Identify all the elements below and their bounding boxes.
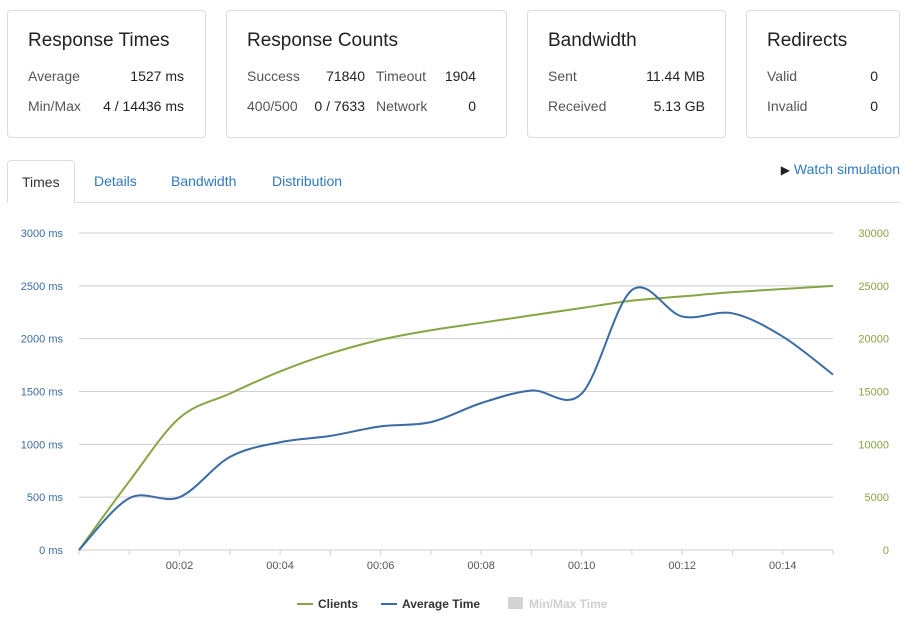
redirects-card: Redirects Valid 0 Invalid 0 — [746, 10, 900, 138]
left-tick-label: 1000 ms — [21, 439, 64, 451]
timeout-value: 1904 — [444, 68, 476, 84]
watch-simulation-link[interactable]: ▶ Watch simulation — [781, 161, 900, 177]
card-title: Response Times — [28, 30, 170, 51]
errors-label: 400/500 — [247, 98, 298, 114]
x-tick-label: 00:12 — [668, 560, 696, 572]
left-tick-label: 0 ms — [39, 545, 63, 557]
minmax-value: 4 / 14436 ms — [103, 98, 184, 114]
errors-value: 0 / 7633 — [314, 98, 365, 114]
tab-bandwidth[interactable]: Bandwidth — [171, 173, 237, 189]
received-value: 5.13 GB — [653, 98, 705, 114]
response-counts-card: Response Counts Success 71840 Timeout 19… — [226, 10, 507, 138]
card-title: Response Counts — [247, 30, 399, 51]
legend-label: Clients — [318, 597, 358, 611]
x-tick-label: 00:08 — [467, 560, 495, 572]
success-value: 71840 — [326, 68, 365, 84]
valid-value: 0 — [870, 68, 878, 84]
left-axis-ticks: 0 ms 500 ms 1000 ms 1500 ms 2000 ms 2500 ms 30… — [21, 228, 64, 557]
sent-label: Sent — [548, 68, 577, 84]
right-tick-label: 10000 — [858, 439, 889, 451]
x-tick-label: 00:04 — [266, 560, 294, 572]
response-times-card: Response Times Average 1527 ms Min/Max 4… — [7, 10, 206, 138]
left-tick-label: 3000 ms — [21, 228, 64, 240]
right-tick-label: 25000 — [858, 281, 889, 293]
card-title: Redirects — [767, 30, 848, 51]
chart-legend: Clients Average Time Min/Max Time — [297, 597, 608, 611]
x-tick-label: 00:06 — [367, 560, 395, 572]
x-tick-label: 00:10 — [568, 560, 596, 572]
watch-simulation-label: Watch simulation — [793, 161, 900, 177]
legend-item-clients[interactable]: Clients — [297, 597, 358, 611]
card-title: Bandwidth — [548, 30, 637, 51]
average-value: 1527 ms — [130, 68, 184, 84]
left-tick-label: 1500 ms — [21, 387, 64, 399]
right-tick-label: 5000 — [865, 492, 889, 504]
legend-item-min-max-time[interactable]: Min/Max Time — [508, 597, 608, 611]
bandwidth-card: Bandwidth Sent 11.44 MB Received 5.13 GB — [527, 10, 726, 138]
network-value: 0 — [468, 98, 476, 114]
series-lines — [78, 284, 834, 551]
right-tick-label: 20000 — [858, 334, 889, 346]
play-icon: ▶ — [780, 163, 790, 177]
left-tick-label: 2000 ms — [21, 334, 64, 346]
tab-times[interactable]: Times — [7, 160, 75, 203]
legend-label: Min/Max Time — [529, 597, 608, 611]
invalid-label: Invalid — [767, 98, 808, 114]
average-label: Average — [28, 68, 80, 84]
timeout-label: Timeout — [376, 68, 427, 84]
average-time-line — [78, 286, 834, 551]
valid-label: Valid — [767, 68, 798, 84]
tab-details[interactable]: Details — [94, 173, 137, 189]
invalid-value: 0 — [870, 98, 878, 114]
received-label: Received — [548, 98, 607, 114]
right-tick-label: 30000 — [858, 228, 889, 240]
sent-value: 11.44 MB — [646, 68, 705, 84]
clients-line — [78, 284, 834, 551]
legend-label: Average Time — [402, 597, 480, 611]
right-tick-label: 0 — [883, 545, 889, 557]
tab-distribution[interactable]: Distribution — [272, 173, 343, 189]
legend-swatch — [508, 597, 523, 609]
left-tick-label: 2500 ms — [21, 281, 64, 293]
success-label: Success — [247, 68, 300, 84]
minmax-label: Min/Max — [28, 98, 81, 114]
legend-item-average-time[interactable]: Average Time — [381, 597, 480, 611]
x-tick-label: 00:14 — [769, 560, 797, 572]
right-axis-ticks: 0 5000 10000 15000 20000 25000 30000 — [858, 228, 889, 557]
network-label: Network — [376, 98, 428, 114]
left-tick-label: 500 ms — [27, 492, 64, 504]
chart-grid — [79, 232, 833, 498]
x-tick-label: 00:02 — [166, 560, 194, 572]
right-tick-label: 15000 — [858, 387, 889, 399]
chart-tabs: Times Details Bandwidth Distribution — [7, 160, 900, 203]
x-axis: 00:02 00:04 00:06 00:08 00:10 00:12 00:14 — [78, 549, 834, 572]
